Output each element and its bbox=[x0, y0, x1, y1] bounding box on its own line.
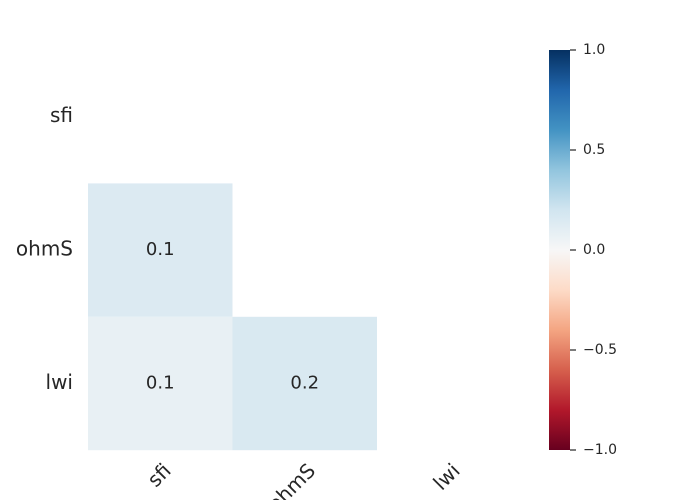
colorbar-tick-label: −0.5 bbox=[583, 342, 617, 358]
cell bbox=[232, 316, 377, 451]
cell bbox=[88, 316, 233, 451]
colorbar-tick-label: 0.0 bbox=[583, 242, 605, 258]
x-tick-label: sfi bbox=[142, 458, 175, 491]
cell bbox=[88, 183, 233, 317]
y-tick-label: sfi bbox=[50, 103, 73, 127]
colorbar-tick-label: −1.0 bbox=[583, 442, 617, 458]
y-tick-label: ohmS bbox=[16, 237, 73, 261]
cell-label: 0.2 bbox=[290, 373, 319, 394]
x-tick-label: lwi bbox=[428, 458, 464, 494]
cell-label: 0.1 bbox=[146, 239, 175, 260]
colorbar bbox=[549, 50, 570, 450]
cell-label: 0.1 bbox=[146, 373, 175, 394]
y-tick-label: lwi bbox=[46, 370, 73, 394]
x-tick-label: ohmS bbox=[263, 458, 320, 500]
colorbar-tick-label: 0.5 bbox=[583, 142, 605, 158]
colorbar-tick-label: 1.0 bbox=[583, 42, 605, 58]
